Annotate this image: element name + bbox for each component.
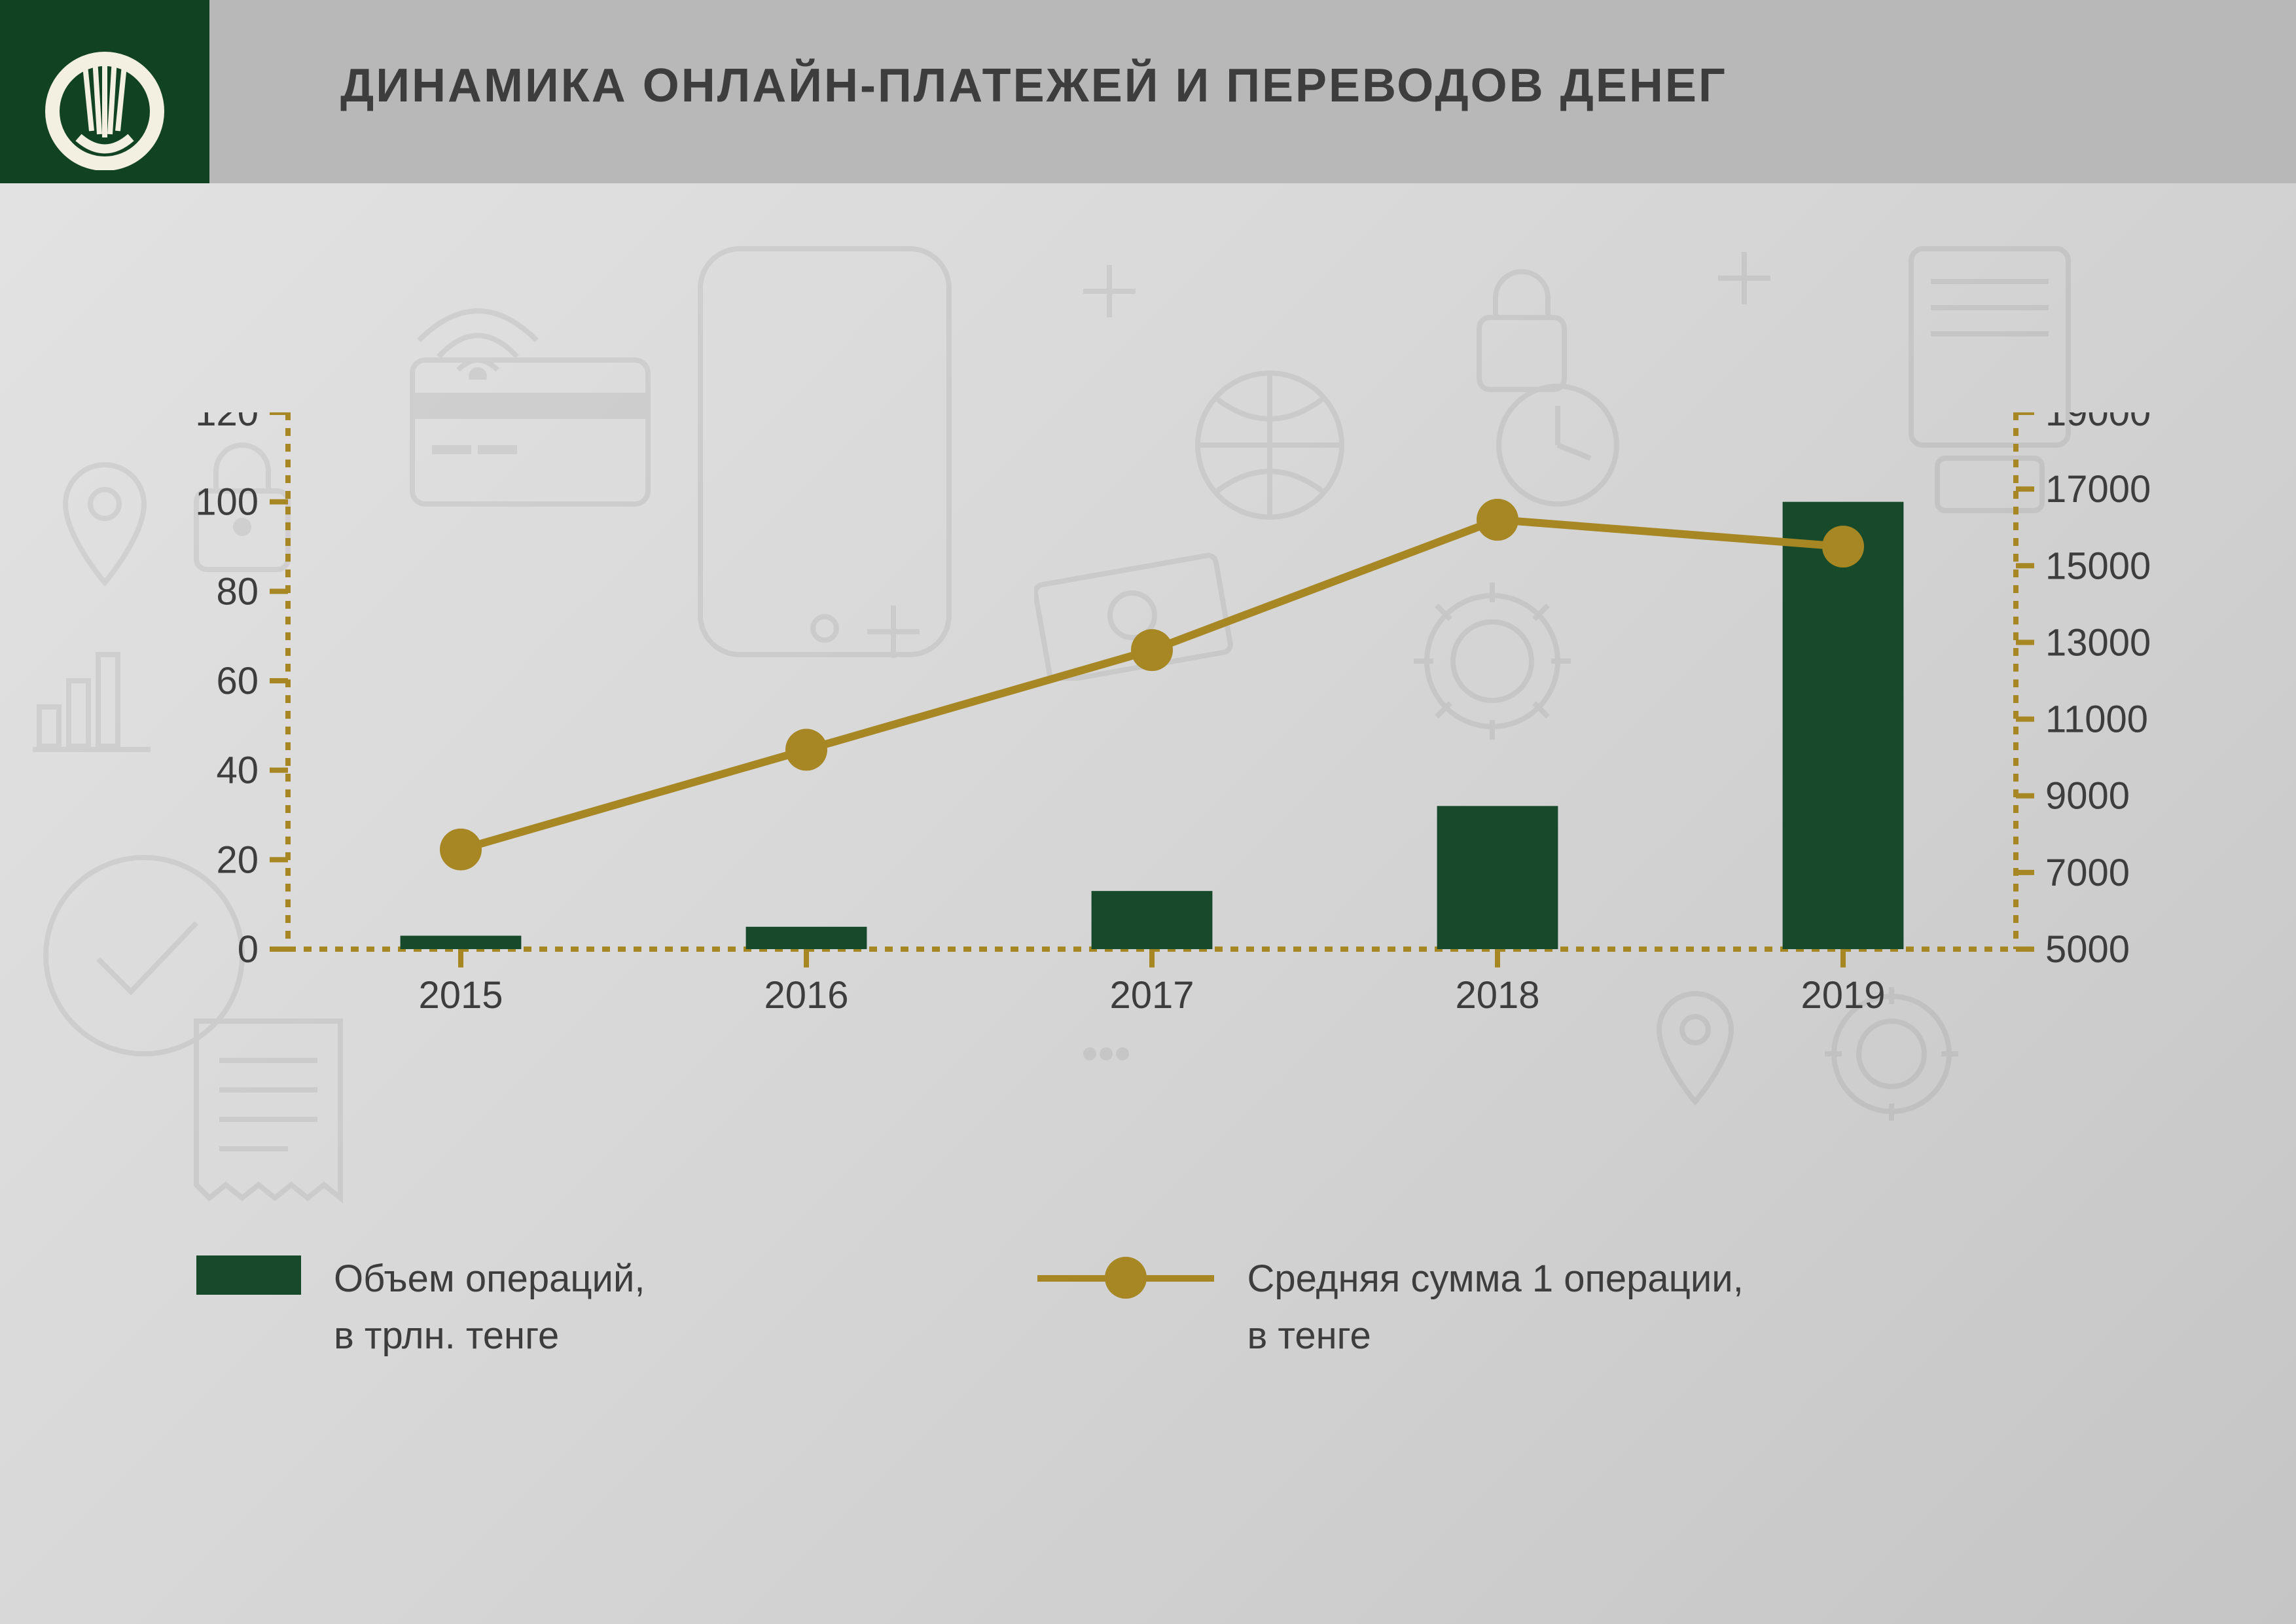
svg-text:9000: 9000 xyxy=(2045,775,2130,818)
svg-text:15000: 15000 xyxy=(2045,545,2151,587)
legend-line-label-2: в тенге xyxy=(1247,1307,1743,1364)
svg-text:5000: 5000 xyxy=(2045,928,2130,971)
logo-icon xyxy=(39,39,170,170)
svg-text:2019: 2019 xyxy=(1801,974,1885,1017)
svg-text:0: 0 xyxy=(238,928,259,971)
legend-bar-label-2: в трлн. тенге xyxy=(334,1307,645,1364)
chart-svg: 0 20 40 60 80 100 120 5000 7000 9000 11000 13000 150… xyxy=(118,412,2179,1100)
plus-icon xyxy=(1080,262,1139,321)
wifi-icon xyxy=(406,262,550,380)
header: ДИНАМИКА ОНЛАЙН-ПЛАТЕЖЕЙ И ПЕРЕВОДОВ ДЕН… xyxy=(0,0,2296,183)
legend-line-text: Средняя сумма 1 операции, в тенге xyxy=(1247,1250,1743,1364)
svg-text:80: 80 xyxy=(216,570,259,613)
legend-line-label-1: Средняя сумма 1 операции, xyxy=(1247,1250,1743,1307)
svg-text:2015: 2015 xyxy=(418,974,503,1017)
legend-bar-swatch xyxy=(196,1255,301,1295)
svg-text:11000: 11000 xyxy=(2045,698,2148,741)
svg-text:120: 120 xyxy=(195,412,259,434)
svg-text:19000: 19000 xyxy=(2045,412,2151,434)
svg-text:2016: 2016 xyxy=(764,974,848,1017)
legend-bar: Объем операций, в трлн. тенге xyxy=(196,1250,645,1364)
svg-text:2017: 2017 xyxy=(1109,974,1194,1017)
svg-text:40: 40 xyxy=(216,749,259,792)
plus2-icon xyxy=(1715,249,1774,308)
page-title: ДИНАМИКА ОНЛАЙН-ПЛАТЕЖЕЙ И ПЕРЕВОДОВ ДЕН… xyxy=(340,59,1727,113)
legend: Объем операций, в трлн. тенге Средняя су… xyxy=(196,1250,1744,1364)
lock2-icon xyxy=(1466,262,1577,399)
legend-bar-text: Объем операций, в трлн. тенге xyxy=(334,1250,645,1364)
svg-text:100: 100 xyxy=(195,481,259,524)
main-panel: 0 20 40 60 80 100 120 5000 7000 9000 11000 13000 150… xyxy=(0,183,2296,1624)
svg-text:2018: 2018 xyxy=(1455,974,1539,1017)
svg-text:13000: 13000 xyxy=(2045,621,2151,664)
svg-text:20: 20 xyxy=(216,839,259,881)
legend-bar-label-1: Объем операций, xyxy=(334,1250,645,1307)
legend-line: Средняя сумма 1 операции, в тенге xyxy=(1037,1250,1743,1364)
logo-box xyxy=(0,0,209,209)
svg-text:17000: 17000 xyxy=(2045,468,2151,511)
legend-line-swatch xyxy=(1037,1257,1214,1296)
svg-text:7000: 7000 xyxy=(2045,852,2130,894)
chart: 0 20 40 60 80 100 120 5000 7000 9000 11000 13000 150… xyxy=(118,412,2179,1100)
svg-text:60: 60 xyxy=(216,660,259,702)
